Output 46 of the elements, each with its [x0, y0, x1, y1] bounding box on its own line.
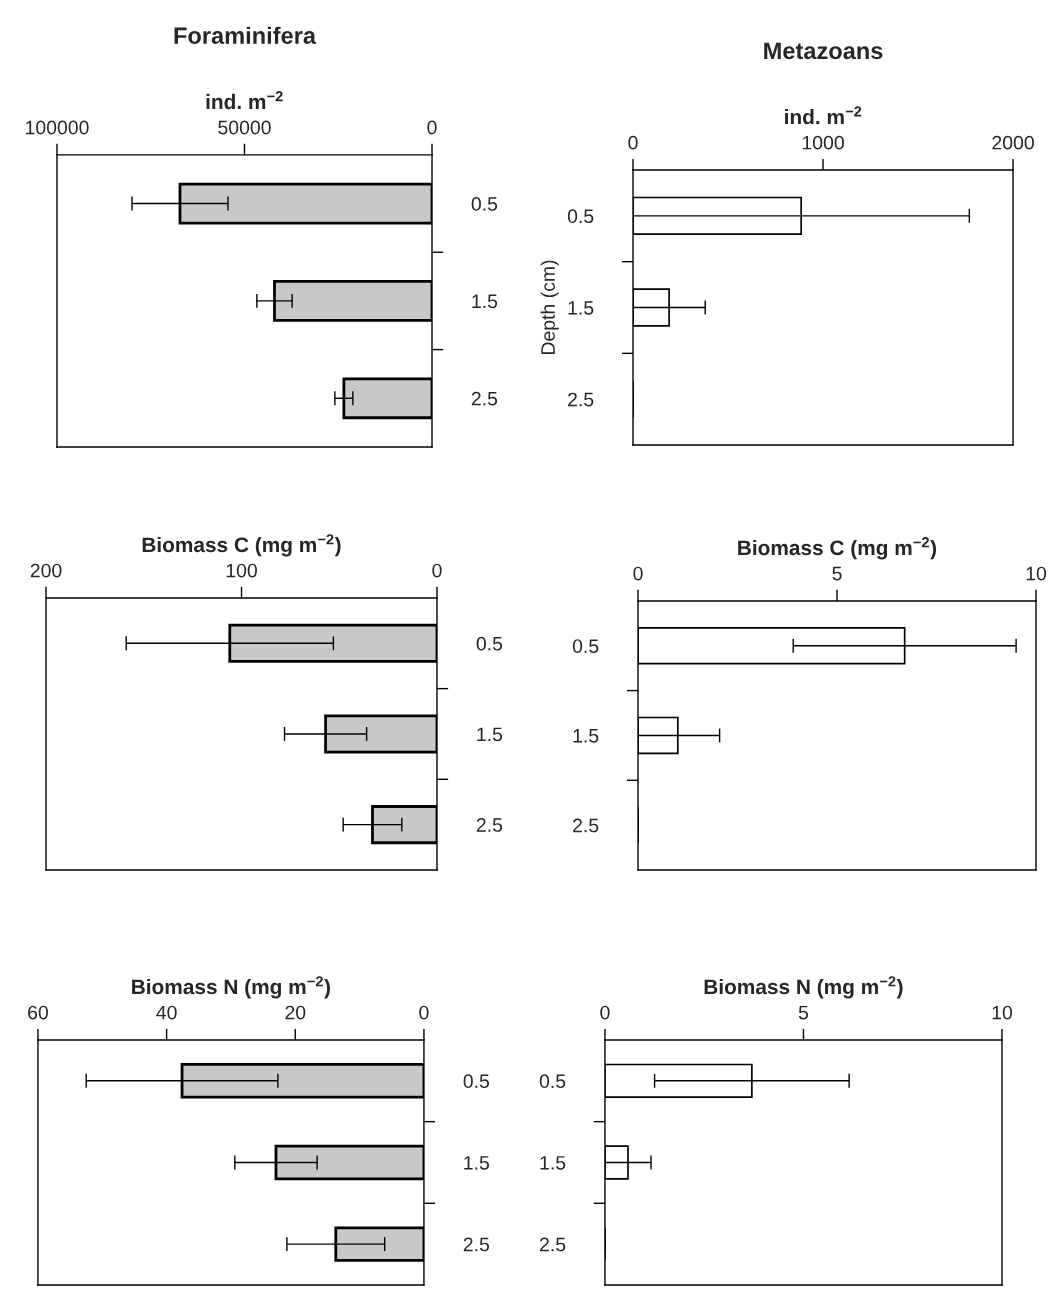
x-tick-label: 0: [633, 566, 643, 581]
x-tick-label: 2000: [992, 135, 1034, 150]
y-tick-label: 1.5: [477, 727, 503, 742]
x-tick-label: 100000: [26, 120, 89, 135]
x-tick-label: 40: [156, 1005, 177, 1020]
chart-title: Metazoans: [764, 42, 883, 60]
x-tick-label: 50000: [218, 120, 271, 135]
y-tick-label: 1.5: [472, 294, 498, 309]
y-tick-label: 2.5: [476, 818, 503, 832]
y-tick-label: 1.5: [540, 1156, 566, 1170]
x-tick-label: 10: [992, 1005, 1013, 1020]
x-axis-title: ind. m$^{−2}$: [785, 106, 862, 125]
y-tick-label: 2.5: [573, 818, 599, 833]
y-tick-label: 0.5: [572, 639, 599, 654]
x-tick-label: 0: [419, 1005, 429, 1020]
y-tick-label: 2.5: [471, 391, 498, 406]
x-axis-title: ind. m$^{−2}$: [206, 91, 283, 110]
x-tick-label: 1000: [802, 135, 844, 150]
x-axis-title: Biomass C (mg m$^{−2}$): [142, 534, 341, 557]
x-tick-label: 0: [600, 1005, 610, 1020]
x-tick-label: 10: [1026, 566, 1047, 581]
y-axis-title: Depth (cm): [540, 260, 559, 354]
chart-title: Foraminifera: [174, 26, 317, 45]
y-tick-label: 0.5: [471, 197, 498, 211]
y-tick-label: 0.5: [463, 1074, 490, 1089]
y-tick-label: 0.5: [567, 209, 594, 224]
y-tick-label: 1.5: [464, 1156, 490, 1170]
y-tick-label: 2.5: [463, 1237, 490, 1252]
x-tick-label: 5: [832, 566, 842, 581]
y-tick-label: 1.5: [568, 301, 594, 315]
x-tick-label: 0: [432, 563, 442, 578]
y-tick-label: 0.5: [476, 636, 503, 651]
y-tick-label: 2.5: [568, 392, 594, 407]
y-tick-label: 1.5: [573, 729, 599, 743]
x-tick-label: 20: [285, 1005, 306, 1020]
x-tick-label: 0: [427, 120, 437, 135]
x-tick-label: 200: [30, 563, 62, 578]
x-tick-label: 5: [798, 1005, 809, 1020]
y-tick-label: 2.5: [540, 1237, 566, 1252]
x-tick-label: 0: [628, 135, 638, 150]
x-tick-label: 100: [226, 563, 257, 578]
x-axis-title: Biomass N (mg m$^{−2}$): [132, 976, 330, 999]
x-axis-title: Biomass C (mg m$^{−2}$): [738, 537, 937, 560]
x-tick-label: 60: [28, 1005, 48, 1020]
x-axis-title: Biomass N (mg m$^{−2}$): [704, 976, 903, 999]
y-tick-label: 0.5: [539, 1074, 566, 1089]
